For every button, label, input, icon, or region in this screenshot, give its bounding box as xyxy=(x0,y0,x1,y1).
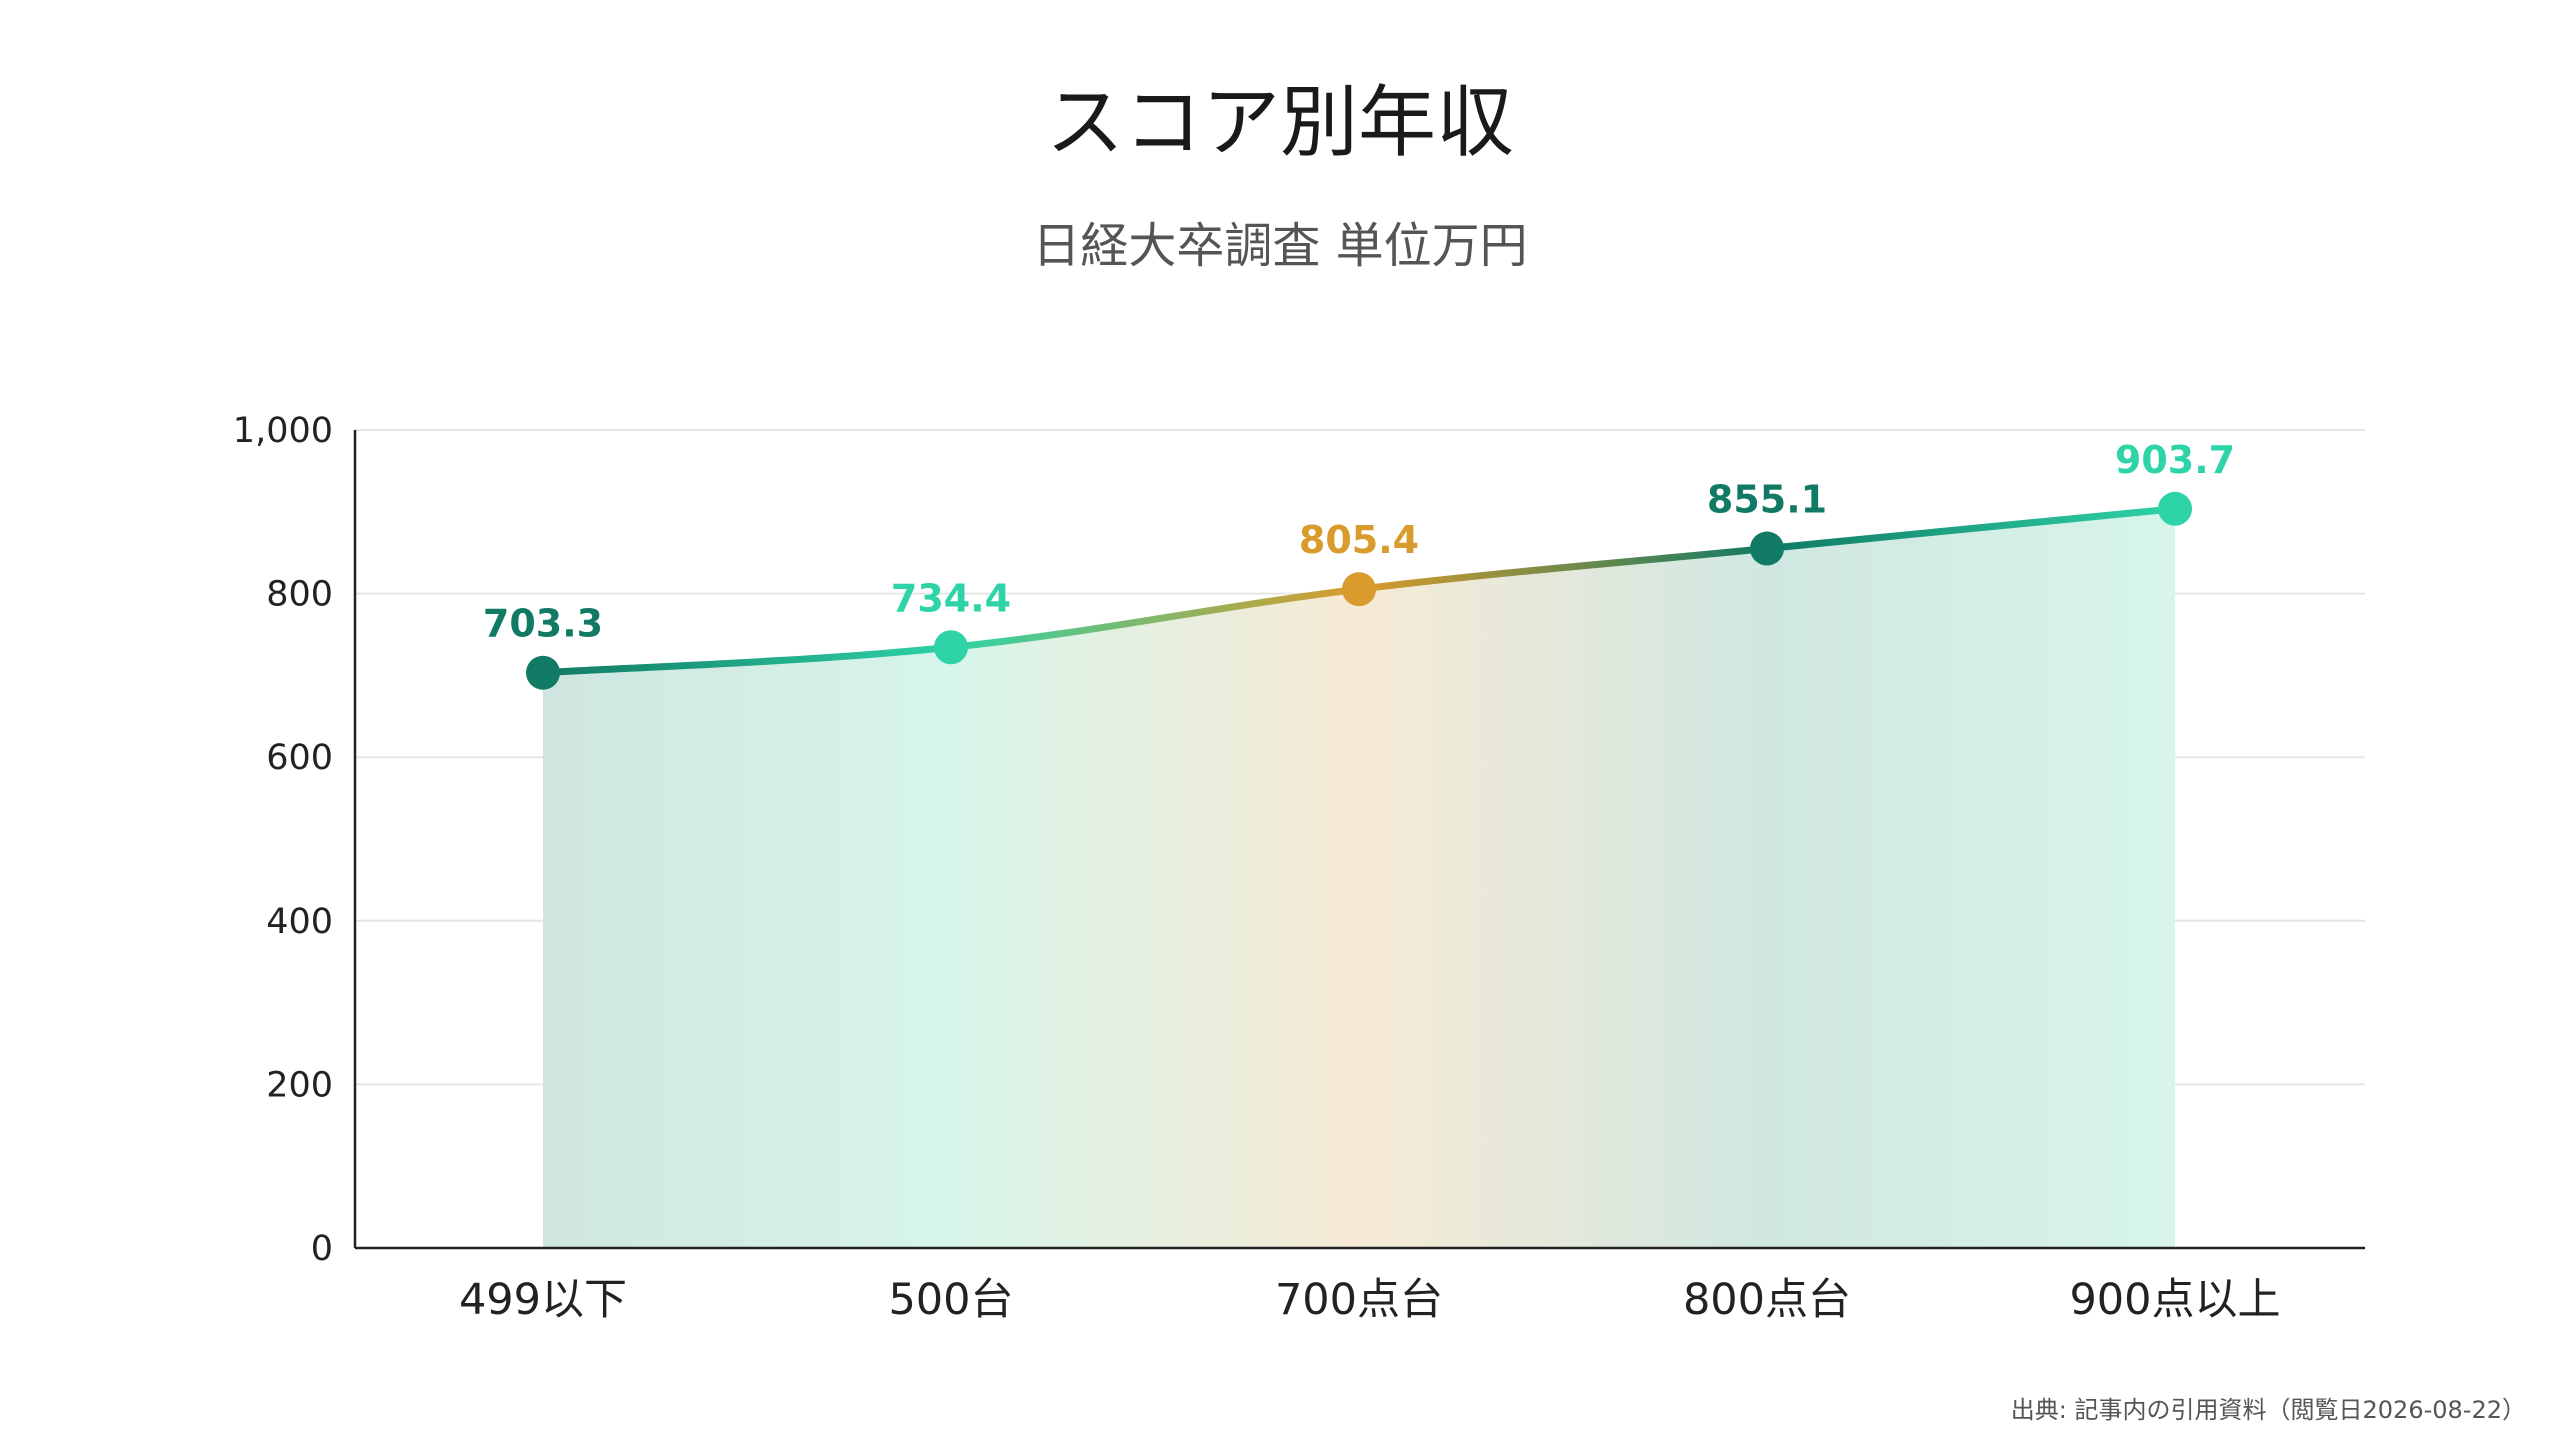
source-note: 出典: 記事内の引用資料（閲覧日2026-08-22） xyxy=(2010,1396,2526,1424)
data-point xyxy=(934,630,968,665)
data-points xyxy=(526,491,2192,690)
x-tick-label: 900点以上 xyxy=(2069,1275,2280,1325)
chart-subtitle: 日経大卒調査 単位万円 xyxy=(1032,218,1528,274)
data-point xyxy=(1342,572,1376,607)
x-tick-label: 800点台 xyxy=(1683,1275,1851,1325)
data-label: 703.3 xyxy=(483,602,603,646)
chart-title: スコア別年収 xyxy=(1045,78,1514,168)
y-tick-label: 400 xyxy=(266,902,333,942)
x-tick-label: 700点台 xyxy=(1275,1275,1443,1325)
data-point xyxy=(526,655,560,690)
axes: 0 200 400 600 800 1,000 499以下 500台 700点台 800点台 900… xyxy=(233,411,2365,1325)
y-tick-label: 600 xyxy=(266,738,333,778)
x-tick-label: 499以下 xyxy=(459,1275,627,1325)
y-tick-label: 1,000 xyxy=(233,411,333,451)
y-tick-label: 800 xyxy=(266,575,333,615)
area-fill-shape xyxy=(543,508,2175,1248)
data-label: 903.7 xyxy=(2115,438,2235,482)
data-point xyxy=(2158,491,2192,526)
y-tick-label: 0 xyxy=(311,1229,333,1269)
data-labels: 703.3 734.4 805.4 855.1 903.7 xyxy=(483,438,2235,646)
data-label: 805.4 xyxy=(1299,518,1419,562)
data-point xyxy=(1750,531,1784,566)
x-tick-label: 500台 xyxy=(888,1275,1013,1325)
y-tick-label: 200 xyxy=(266,1065,333,1105)
data-label: 855.1 xyxy=(1707,478,1827,522)
data-label: 734.4 xyxy=(891,576,1011,620)
area-fill xyxy=(543,508,2175,1248)
